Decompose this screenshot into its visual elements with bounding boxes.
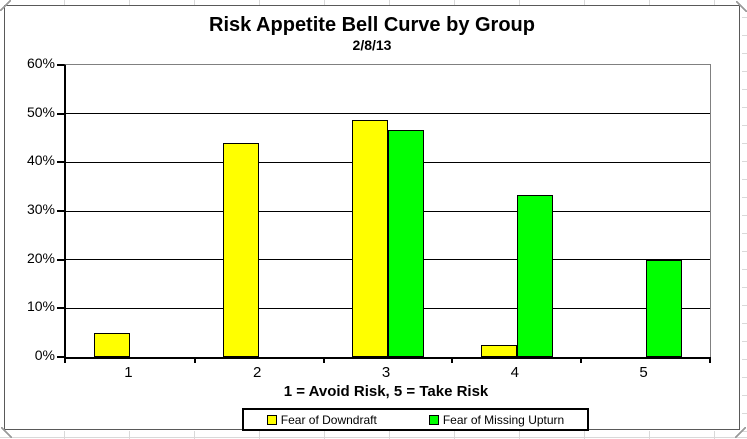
bar-series-0-cat-4[interactable] [480,345,517,357]
y-tick-label-0%: 0% [34,347,55,363]
legend-entry-downdraft: Fear of Downdraft [266,412,377,427]
x-tick-label-2: 2 [253,364,262,381]
x-axis-labels: 1 2 3 4 5 [64,364,708,381]
y-tick-50% [57,112,64,115]
bar-series-1-cat-4[interactable] [516,195,553,357]
x-tick-1 [193,357,196,363]
x-tick-3 [451,357,454,363]
bar-series-1-cat-3[interactable] [388,130,424,357]
sheet-gridlines-bottom [0,431,747,439]
y-tick-60% [57,64,64,66]
gridline-50% [66,113,710,115]
y-tick-20% [57,258,64,261]
legend-label-downdraft: Fear of Downdraft [280,412,377,427]
y-axis-labels: 0% 10% 20% 30% 40% 50% 60% [7,55,55,363]
y-tick-label-20%: 20% [26,249,55,266]
sheet-gridline-row [0,437,747,438]
x-tick-label-1: 1 [124,364,133,381]
chart-subtitle: 2/8/13 [352,37,392,53]
y-tick-40% [57,161,64,164]
y-tick-label-60%: 60% [26,55,55,71]
chart-title: Risk Appetite Bell Curve by Group [209,14,535,36]
chart-corner-mark-bottom-right [735,427,746,438]
legend-entry-upturn: Fear of Missing Upturn [428,412,565,427]
y-tick-label-10%: 10% [26,298,55,315]
sheet-gridlines-right [742,0,747,439]
x-tick-label-3: 3 [381,364,391,381]
y-tick-10% [57,307,64,310]
chart-corner-mark-top-right [736,1,747,12]
x-tick-label-5: 5 [639,364,648,381]
bar-series-0-cat-1[interactable] [94,333,131,357]
excel-chart-object[interactable]: Risk Appetite Bell Curve by Group 2/8/13… [4,5,740,431]
y-tick-label-50%: 50% [26,103,55,120]
bar-series-0-cat-3[interactable] [352,120,388,357]
x-tick-label-4: 4 [510,364,519,381]
legend-box[interactable]: Fear of Downdraft Fear of Missing Upturn [242,408,589,431]
y-tick-30% [57,210,64,212]
y-tick-label-30%: 30% [26,201,55,217]
plot-area [57,64,711,363]
x-tick-5 [709,357,711,363]
y-tick-0% [57,356,64,358]
y-tick-label-40%: 40% [26,152,55,169]
legend-label-upturn: Fear of Missing Upturn [442,412,565,427]
sheet-gridlines-top [0,0,747,5]
chart-corner-mark-bottom-left [1,427,12,438]
x-axis-title: 1 = Avoid Risk, 5 = Take Risk [283,383,489,400]
series-upturn-swatch-icon [428,414,439,425]
x-tick-2 [322,357,325,363]
series-downdraft-swatch-icon [266,414,277,425]
bar-series-1-cat-5[interactable] [645,260,682,357]
chart-corner-mark-top-left [0,0,11,11]
bar-series-0-cat-2[interactable] [223,143,260,357]
x-tick-0 [64,357,66,363]
x-tick-4 [580,357,583,363]
